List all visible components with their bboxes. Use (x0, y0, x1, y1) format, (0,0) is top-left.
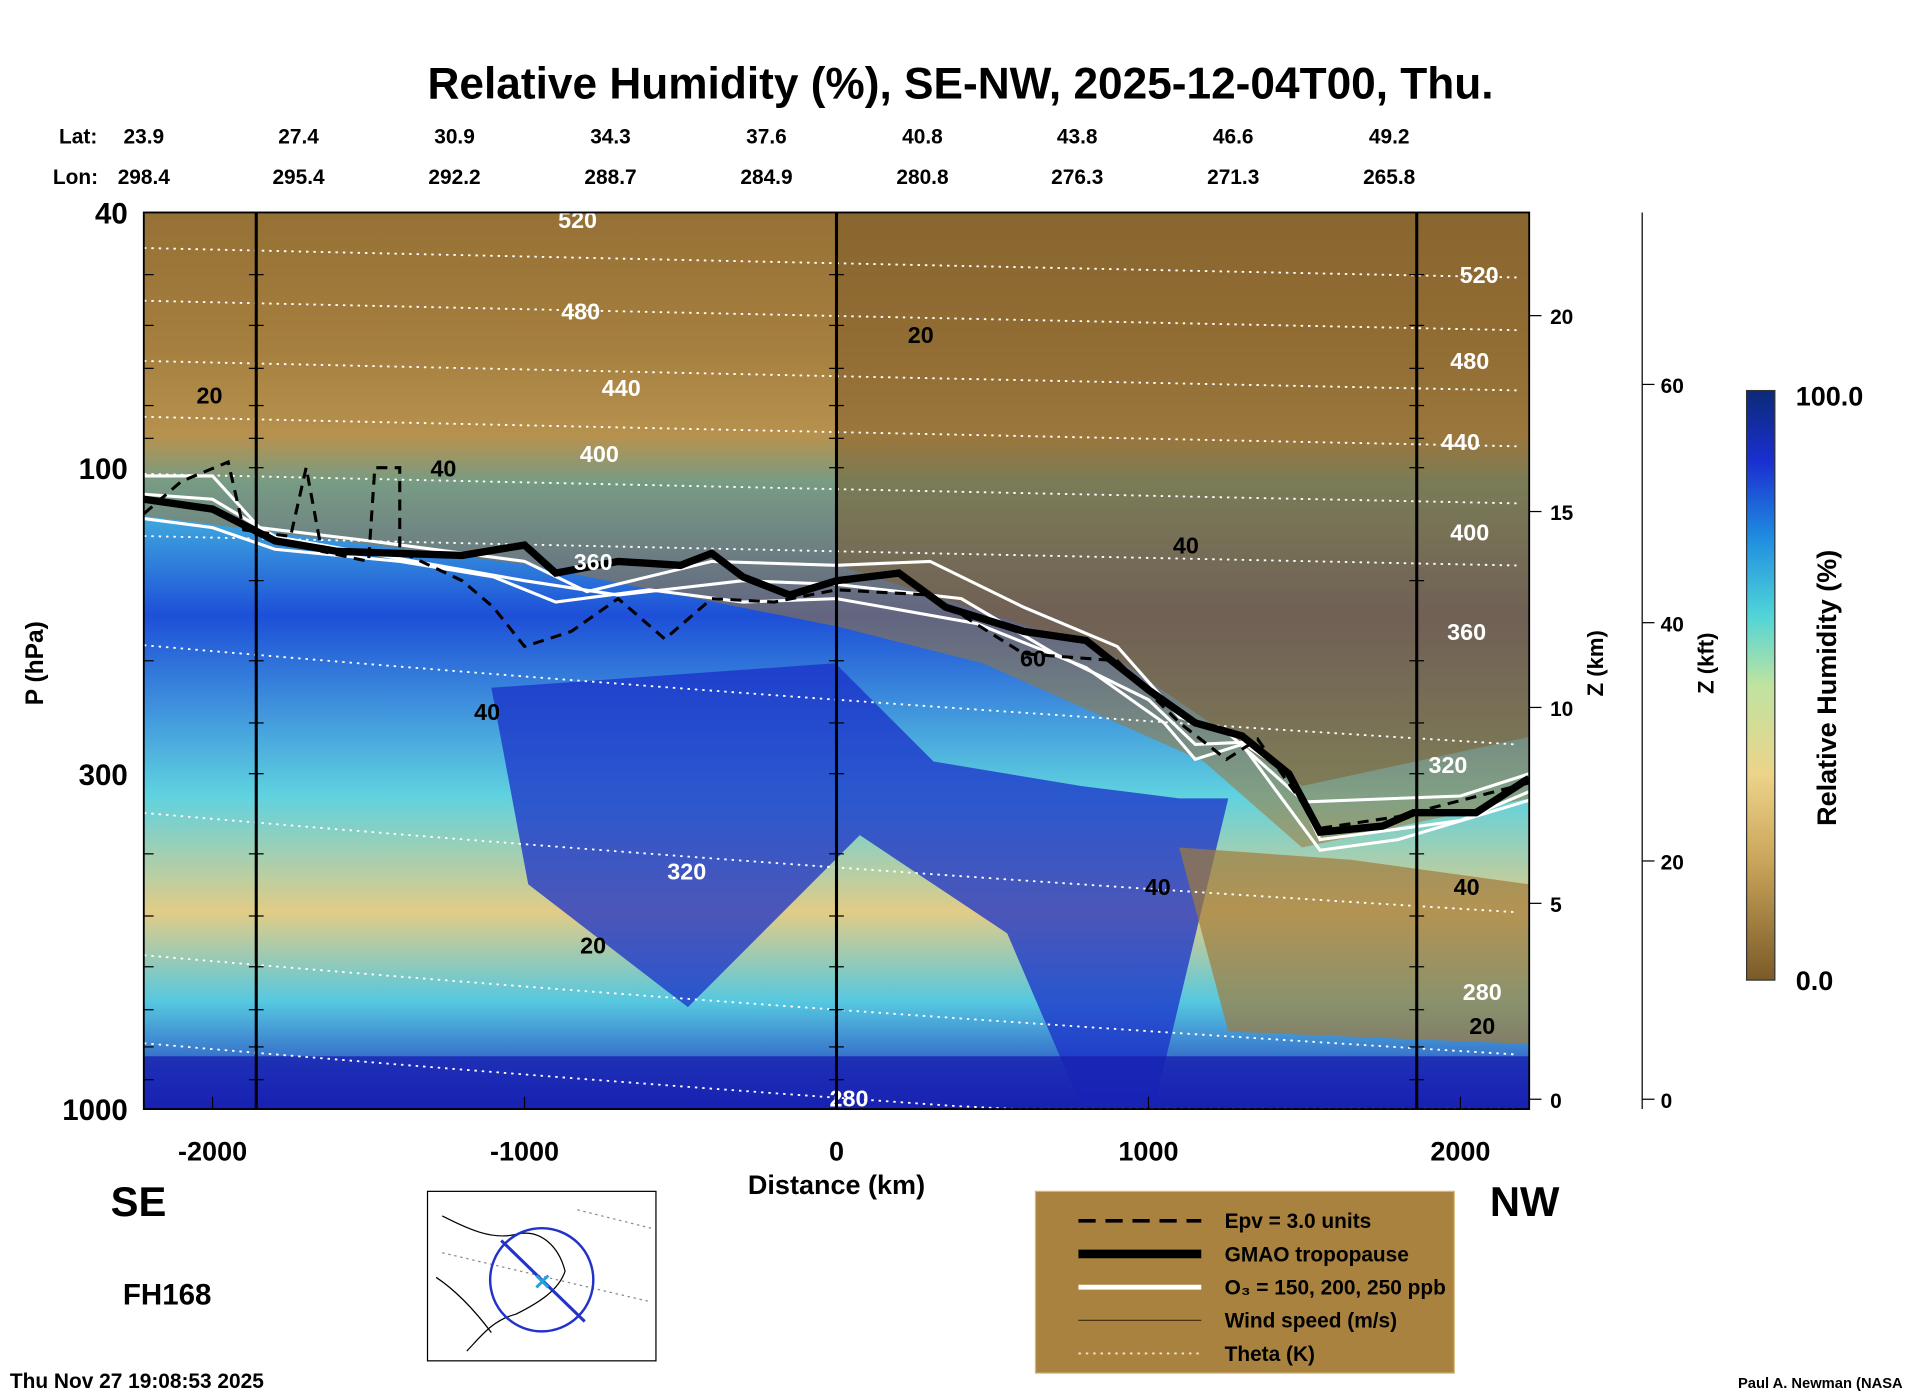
x-tick-label: -1000 (490, 1137, 559, 1167)
wind-label: 60 (1020, 646, 1046, 672)
theta-contour (143, 812, 1517, 914)
chart-title: Relative Humidity (%), SE-NW, 2025-12-04… (428, 59, 1494, 108)
x-tick-label: -2000 (178, 1137, 247, 1167)
legend-label: Theta (K) (1225, 1343, 1315, 1366)
z-km-label: Z (km) (1583, 630, 1608, 696)
lat-value: 37.6 (746, 126, 787, 149)
theta-contour (143, 644, 1517, 746)
theta-contour (143, 415, 1517, 448)
theta-contour (143, 299, 1517, 332)
lon-value: 265.8 (1363, 166, 1415, 189)
theta-label: 280 (1463, 979, 1502, 1005)
theta-label: 320 (667, 858, 706, 884)
zkm-tick-label: 0 (1550, 1090, 1562, 1113)
lon-value: 280.8 (896, 166, 948, 189)
lat-value: 23.9 (123, 126, 164, 149)
theta-label: 400 (580, 441, 619, 467)
y-tick-label: 1000 (62, 1094, 128, 1127)
x-tick-label: 0 (829, 1137, 844, 1167)
colorbar-label: Relative Humidity (%) (1812, 550, 1842, 826)
credit: Paul A. Newman (NASA (1738, 1376, 1903, 1392)
lat-label: Lat: (59, 126, 97, 149)
wind-label: 20 (908, 322, 934, 348)
zkm-tick-label: 15 (1550, 502, 1574, 525)
zkft-tick-label: 0 (1661, 1090, 1673, 1113)
wind-label: 20 (580, 933, 606, 959)
zkft-tick-label: 60 (1661, 375, 1684, 398)
nw-label: NW (1490, 1178, 1560, 1225)
theta-label: 440 (1441, 429, 1480, 455)
lon-value: 295.4 (272, 166, 325, 189)
theta-label: 480 (1450, 348, 1489, 374)
lon-label: Lon: (53, 166, 98, 189)
x-tick-label: 1000 (1118, 1137, 1178, 1167)
legend-label: GMAO tropopause (1225, 1243, 1409, 1266)
wind-label: 40 (1454, 874, 1480, 900)
legend: Epv = 3.0 units GMAO tropopause O₃ = 150, … (1034, 1190, 1455, 1374)
lon-value: 271.3 (1207, 166, 1259, 189)
colorbar (1745, 389, 1776, 981)
wind-label: 40 (1145, 874, 1171, 900)
lon-value: 284.9 (740, 166, 792, 189)
theta-label: 360 (574, 549, 613, 575)
locator-map: ✕ (426, 1190, 657, 1362)
wind-label: 40 (430, 455, 456, 481)
theta-contour (143, 1042, 1517, 1110)
svg-text:✕: ✕ (533, 1270, 552, 1295)
wind-label: 20 (1469, 1013, 1495, 1039)
legend-label: Wind speed (m/s) (1225, 1310, 1398, 1333)
theta-label: 520 (558, 207, 597, 233)
ozone-contour (143, 474, 1530, 804)
theta-label: 520 (1460, 262, 1499, 288)
timestamp: Thu Nov 27 19:08:53 2025 (10, 1370, 264, 1393)
wind-label: 40 (474, 699, 500, 725)
zkft-tick-label: 40 (1661, 613, 1684, 636)
lat-value: 49.2 (1369, 126, 1410, 149)
legend-label: Epv = 3.0 units (1225, 1210, 1372, 1233)
theta-label: 400 (1450, 520, 1489, 546)
z-kft-label: Z (kft) (1693, 633, 1718, 694)
x-axis-label: Distance (km) (748, 1170, 925, 1200)
lat-value: 34.3 (590, 126, 631, 149)
theta-label: 360 (1447, 619, 1486, 645)
theta-contour (143, 360, 1517, 392)
se-label: SE (111, 1178, 167, 1225)
lon-value: 288.7 (584, 166, 636, 189)
y-axis-label: P (hPa) (22, 621, 49, 705)
zkm-tick-label: 20 (1550, 306, 1573, 329)
y-tick-label: 300 (79, 759, 128, 792)
y-tick-label: 100 (79, 453, 128, 486)
lat-value: 40.8 (902, 126, 943, 149)
theta-label: 280 (830, 1085, 869, 1111)
theta-label: 320 (1428, 752, 1467, 778)
y-tick-label: 40 (95, 198, 128, 231)
zkft-tick-label: 20 (1661, 852, 1684, 875)
lon-value: 292.2 (428, 166, 480, 189)
forecast-hour: FH168 (123, 1278, 211, 1311)
colorbar-min: 0.0 (1796, 966, 1834, 996)
lat-value: 30.9 (434, 126, 475, 149)
tropopause-line (143, 495, 1530, 837)
zkm-tick-label: 5 (1550, 894, 1562, 917)
zkm-tick-label: 10 (1550, 698, 1573, 721)
x-tick-label: 2000 (1430, 1137, 1490, 1167)
wind-label: 20 (196, 382, 222, 408)
theta-label: 440 (602, 375, 641, 401)
theta-contour (143, 954, 1517, 1056)
lat-value: 27.4 (278, 126, 319, 149)
theta-contour (143, 247, 1517, 279)
lat-value: 46.6 (1213, 126, 1254, 149)
colorbar-max: 100.0 (1796, 381, 1864, 411)
wind-label: 40 (1173, 533, 1199, 559)
epv-contour (143, 459, 1530, 830)
lon-value: 276.3 (1051, 166, 1103, 189)
theta-label: 480 (561, 299, 600, 325)
lon-value: 298.4 (118, 166, 171, 189)
lat-value: 43.8 (1057, 126, 1098, 149)
legend-label: O₃ = 150, 200, 250 ppb (1225, 1277, 1446, 1300)
